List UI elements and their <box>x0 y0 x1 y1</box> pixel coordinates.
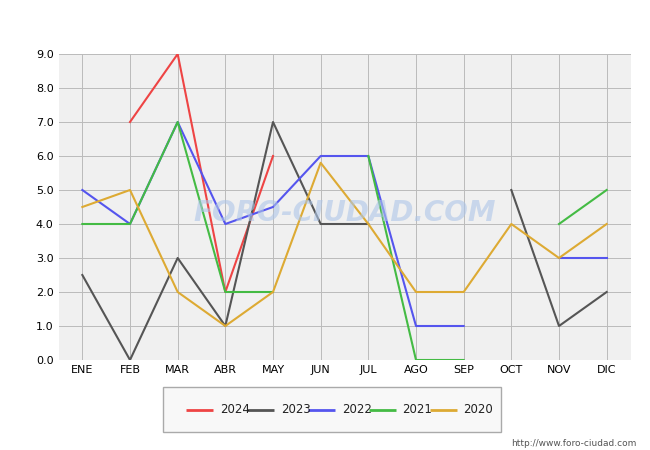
Text: 2024: 2024 <box>220 403 250 416</box>
Text: 2022: 2022 <box>342 403 372 416</box>
Text: FORO-CIUDAD.COM: FORO-CIUDAD.COM <box>193 199 496 227</box>
FancyBboxPatch shape <box>162 387 500 432</box>
Text: http://www.foro-ciudad.com: http://www.foro-ciudad.com <box>512 439 637 448</box>
Text: 2023: 2023 <box>281 403 311 416</box>
Text: 2020: 2020 <box>463 403 493 416</box>
Text: 2021: 2021 <box>402 403 432 416</box>
Text: Matriculaciones de Vehiculos en Vallada: Matriculaciones de Vehiculos en Vallada <box>164 9 486 24</box>
